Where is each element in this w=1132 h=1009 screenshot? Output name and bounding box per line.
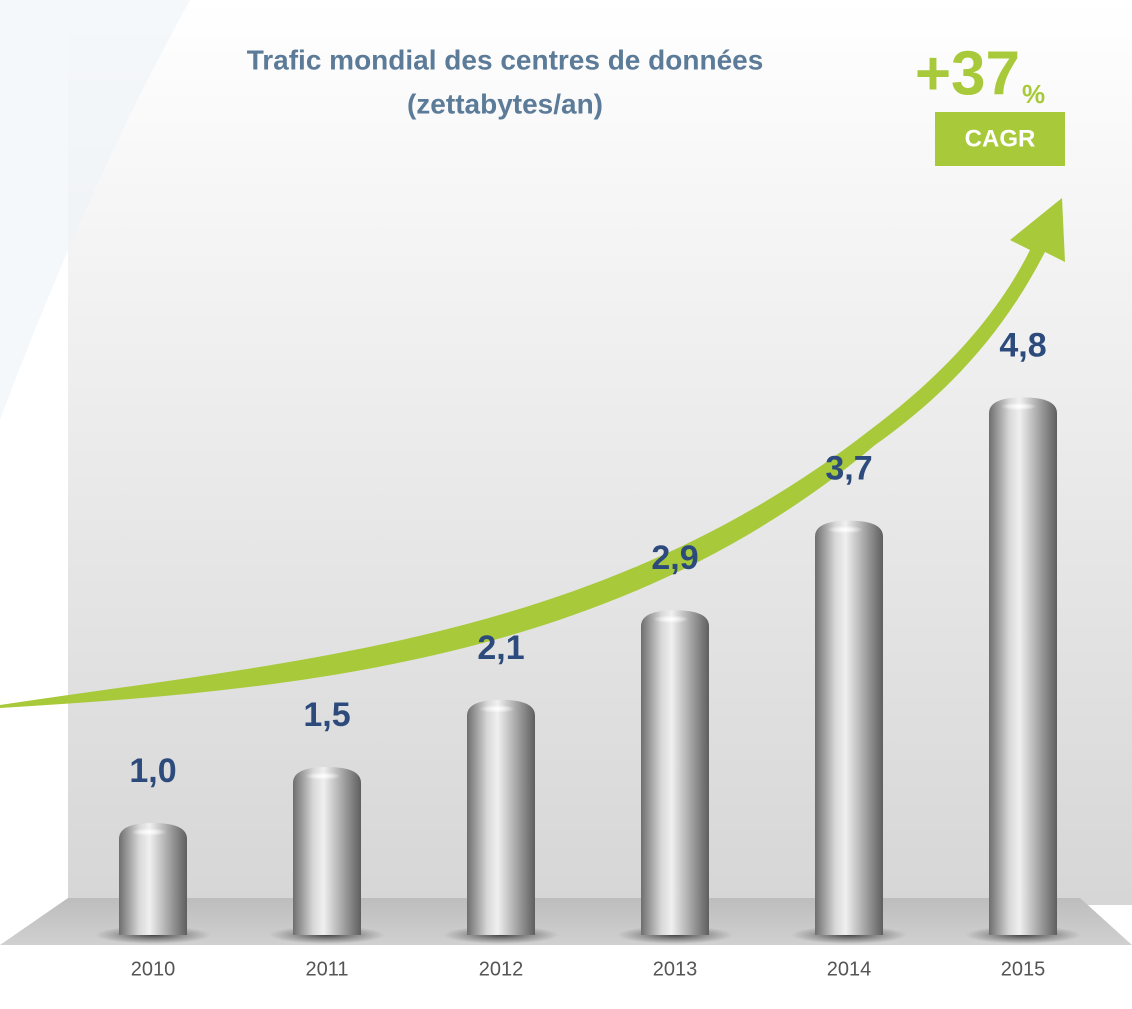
x-tick-label: 2011 <box>305 958 348 980</box>
bar-highlight <box>653 615 689 623</box>
value-label: 2,1 <box>477 629 524 667</box>
bar-highlight <box>305 772 341 780</box>
value-label: 2,9 <box>651 539 698 577</box>
cagr-value: +37 <box>915 39 1020 108</box>
bar-highlight <box>131 828 167 836</box>
value-label: 3,7 <box>825 450 872 488</box>
bar <box>989 397 1057 935</box>
value-label: 1,5 <box>303 696 350 734</box>
bar <box>815 521 883 935</box>
value-label: 1,0 <box>129 752 176 790</box>
bar <box>119 823 187 935</box>
x-tick-label: 2014 <box>827 958 872 980</box>
chart: Trafic mondial des centres de données (z… <box>0 0 1132 1009</box>
chart-subtitle: (zettabytes/an) <box>407 88 603 119</box>
bar-highlight <box>827 526 863 534</box>
bar <box>641 610 709 935</box>
value-label: 4,8 <box>999 326 1046 364</box>
bar <box>293 767 361 935</box>
cagr-unit: % <box>1022 79 1045 109</box>
x-tick-label: 2012 <box>479 958 524 980</box>
chart-title: Trafic mondial des centres de données <box>247 44 764 75</box>
bar-highlight <box>479 705 515 713</box>
bar <box>467 700 535 935</box>
cagr-label: CAGR <box>965 125 1036 152</box>
x-tick-label: 2013 <box>653 958 698 980</box>
x-tick-label: 2010 <box>131 958 176 980</box>
bar-highlight <box>1001 402 1037 410</box>
x-tick-label: 2015 <box>1001 958 1046 980</box>
